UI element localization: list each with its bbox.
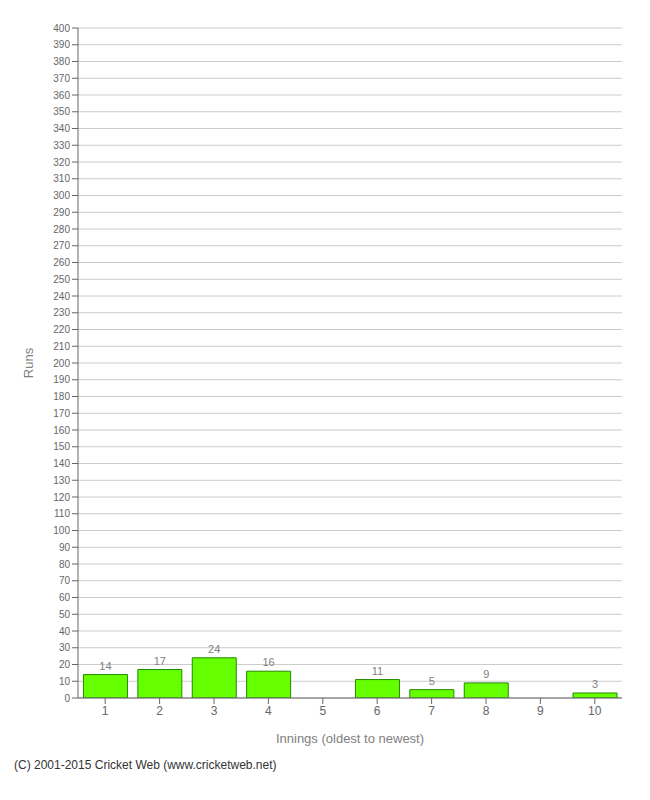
svg-text:20: 20	[59, 659, 71, 670]
svg-text:200: 200	[53, 358, 70, 369]
svg-text:70: 70	[59, 575, 71, 586]
svg-text:330: 330	[53, 140, 70, 151]
svg-text:320: 320	[53, 157, 70, 168]
svg-text:100: 100	[53, 525, 70, 536]
svg-text:310: 310	[53, 173, 70, 184]
svg-text:11: 11	[372, 665, 383, 677]
svg-text:110: 110	[54, 508, 70, 519]
svg-text:2: 2	[156, 704, 163, 718]
svg-text:120: 120	[53, 492, 70, 503]
svg-text:8: 8	[483, 704, 490, 718]
svg-text:Runs: Runs	[21, 347, 36, 378]
svg-text:380: 380	[53, 56, 70, 67]
svg-text:360: 360	[53, 90, 70, 101]
svg-text:Innings (oldest to newest): Innings (oldest to newest)	[276, 731, 424, 746]
svg-text:140: 140	[53, 458, 70, 469]
svg-text:210: 210	[53, 341, 70, 352]
svg-text:3: 3	[592, 678, 598, 690]
svg-text:180: 180	[53, 391, 70, 402]
svg-text:3: 3	[211, 704, 218, 718]
svg-text:50: 50	[59, 609, 71, 620]
svg-text:170: 170	[53, 408, 70, 419]
svg-text:10: 10	[588, 704, 602, 718]
svg-text:1: 1	[102, 704, 109, 718]
svg-text:260: 260	[53, 257, 70, 268]
svg-text:9: 9	[483, 668, 489, 680]
svg-text:5: 5	[429, 675, 435, 687]
svg-text:14: 14	[99, 660, 111, 672]
svg-text:160: 160	[53, 425, 70, 436]
svg-text:190: 190	[53, 374, 70, 385]
svg-text:240: 240	[53, 291, 70, 302]
svg-text:0: 0	[64, 693, 70, 704]
svg-text:7: 7	[428, 704, 435, 718]
svg-text:40: 40	[59, 626, 71, 637]
html-text:(C) 2001-2015 Cricket Web (www: (C) 2001-2015 Cricket Web (www.cricketwe…	[14, 758, 277, 772]
svg-text:390: 390	[53, 39, 70, 50]
svg-text:4: 4	[265, 704, 272, 718]
svg-text:300: 300	[53, 190, 70, 201]
svg-text:230: 230	[53, 307, 70, 318]
svg-text:150: 150	[53, 441, 70, 452]
svg-text:90: 90	[59, 542, 71, 553]
svg-text:6: 6	[374, 704, 381, 718]
svg-text:16: 16	[263, 656, 275, 668]
svg-text:290: 290	[53, 207, 70, 218]
svg-text:80: 80	[59, 559, 71, 570]
svg-text:5: 5	[319, 704, 326, 718]
svg-text:220: 220	[53, 324, 70, 335]
svg-text:10: 10	[59, 676, 71, 687]
svg-text:9: 9	[537, 704, 544, 718]
svg-text:17: 17	[154, 655, 166, 667]
svg-text:350: 350	[53, 106, 70, 117]
svg-text:130: 130	[53, 475, 70, 486]
svg-text:400: 400	[53, 23, 70, 34]
svg-text:270: 270	[53, 240, 70, 251]
svg-text:280: 280	[53, 224, 70, 235]
svg-text:340: 340	[53, 123, 70, 134]
svg-text:60: 60	[59, 592, 71, 603]
svg-text:30: 30	[59, 642, 71, 653]
svg-text:24: 24	[208, 643, 220, 655]
svg-text:370: 370	[53, 73, 70, 84]
svg-text:250: 250	[53, 274, 70, 285]
